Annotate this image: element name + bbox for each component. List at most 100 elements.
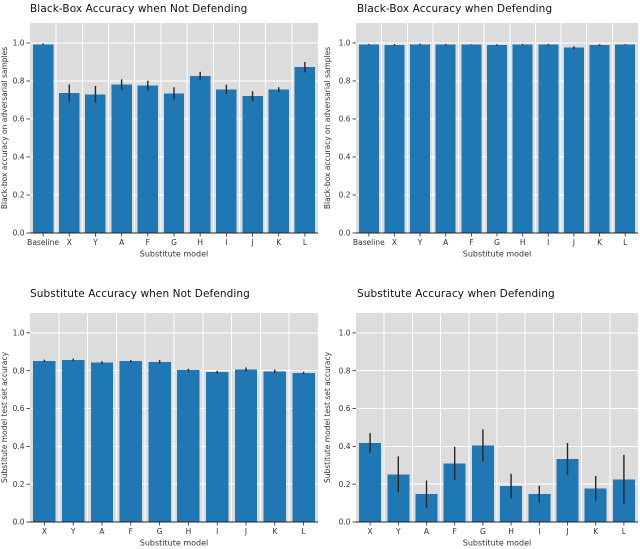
x-tick-label: H [520, 238, 526, 247]
y-tick-label: 0.0 [13, 229, 25, 238]
bar [487, 45, 507, 233]
bar [471, 445, 494, 522]
y-axis-label: Black-box accuracy on adversarial sample… [0, 47, 9, 209]
x-tick-label: L [622, 527, 627, 536]
y-tick-label: 0.6 [339, 115, 351, 124]
y-tick-label: 0.4 [13, 442, 25, 451]
bar [163, 93, 185, 233]
bar [410, 44, 431, 233]
bar [242, 96, 263, 233]
x-tick-label: Baseline [27, 238, 59, 247]
bar-chart-substitute-not-defending: 0.0 0.2 0.4 0.6 0.8 1.0 X Y A F G H I J K L Substitute m… [0, 313, 318, 548]
bar [294, 67, 316, 233]
chart-panel-substitute-not-defending: Substitute Accuracy when Not Defending 0… [0, 275, 320, 549]
x-tick-label: G [171, 238, 177, 247]
y-tick-label: 0.2 [13, 480, 25, 489]
y-tick-label: 0.6 [13, 115, 25, 124]
x-tick-label: F [453, 527, 457, 536]
bar [584, 488, 607, 522]
chart-title: Substitute Accuracy when Not Defending [30, 288, 250, 300]
bar [234, 369, 258, 522]
y-axis-label: Substitute model test set accuracy [0, 351, 9, 483]
bar [292, 372, 315, 522]
y-tick-label: 1.0 [339, 39, 351, 48]
y-tick-label: 0.8 [13, 366, 25, 375]
y-tick-label: 0.4 [13, 153, 25, 162]
x-tick-label: A [99, 527, 105, 536]
bar [137, 85, 159, 233]
y-tick-label: 1.0 [13, 39, 25, 48]
bar [90, 362, 114, 522]
bar [615, 44, 636, 233]
bar-chart-substitute-defending: 0.0 0.2 0.4 0.6 0.8 1.0 X Y A F G H I J K L Substitute m… [323, 313, 638, 548]
y-tick-label: 0.4 [339, 153, 351, 162]
bar [384, 44, 405, 234]
y-axis-label: Substitute model test set accuracy [323, 351, 332, 483]
bar [461, 44, 482, 233]
bar [59, 92, 80, 234]
y-tick-label: 0.0 [13, 518, 25, 527]
x-tick-label: K [276, 238, 282, 247]
x-tick-label: A [443, 238, 449, 247]
bar [85, 94, 106, 233]
x-axis-label: Substitute model [463, 539, 531, 548]
y-tick-label: 0.6 [339, 404, 351, 413]
bar [415, 494, 438, 522]
x-tick-label: G [494, 238, 500, 247]
bar [589, 45, 610, 234]
bar [500, 486, 523, 522]
x-tick-label: K [593, 527, 599, 536]
x-tick-label: Y [92, 238, 98, 247]
bar [189, 75, 211, 233]
x-tick-label: F [146, 238, 150, 247]
x-tick-label: G [480, 527, 486, 536]
bar [556, 459, 579, 522]
y-axis-label: Black-box accuracy on adversarial sample… [323, 47, 332, 209]
bar [435, 44, 456, 233]
x-axis-label: Substitute model [140, 250, 208, 259]
bar [216, 89, 237, 233]
x-tick-label: L [623, 238, 628, 247]
x-tick-label: K [597, 238, 603, 247]
x-tick-label: F [469, 238, 473, 247]
x-tick-label: A [119, 238, 125, 247]
x-tick-label: I [216, 527, 218, 536]
chart-title: Substitute Accuracy when Defending [357, 288, 555, 300]
y-tick-label: 0.8 [339, 366, 351, 375]
x-tick-label: A [424, 527, 430, 536]
x-tick-label: I [547, 238, 549, 247]
chart-panel-substitute-defending: Substitute Accuracy when Defending 0.0 0.… [320, 275, 640, 549]
y-tick-label: 0.0 [339, 229, 351, 238]
bar [528, 494, 551, 522]
x-tick-label: J [572, 238, 575, 247]
x-tick-label: L [303, 238, 308, 247]
chart-title: Black-Box Accuracy when Not Defending [30, 3, 248, 15]
x-tick-label: X [392, 238, 397, 247]
bar [358, 44, 379, 234]
x-tick-label: Baseline [353, 238, 385, 247]
y-tick-label: 0.6 [13, 404, 25, 413]
bar [61, 359, 85, 522]
y-tick-label: 0.4 [339, 442, 351, 451]
x-tick-label: H [197, 238, 203, 247]
bar [268, 89, 289, 234]
y-tick-label: 0.0 [339, 518, 351, 527]
x-tick-label: K [272, 527, 278, 536]
bar [538, 44, 559, 233]
x-tick-label: G [157, 527, 163, 536]
x-tick-label: J [250, 238, 253, 247]
bar [387, 474, 410, 522]
bar [443, 463, 466, 522]
bar [119, 361, 143, 522]
chart-panel-blackbox-not-defending: Black-Box Accuracy when Not Defending 0.… [0, 0, 320, 275]
y-tick-label: 0.2 [13, 191, 25, 200]
y-tick-label: 0.2 [339, 191, 351, 200]
bar [205, 372, 229, 522]
x-tick-label: X [42, 527, 47, 536]
bar [32, 44, 54, 234]
y-tick-label: 1.0 [13, 328, 25, 337]
y-tick-label: 0.2 [339, 480, 351, 489]
x-tick-label: F [129, 527, 133, 536]
chart-panel-blackbox-defending: Black-Box Accuracy when Defending 0.0 0.2… [320, 0, 640, 275]
